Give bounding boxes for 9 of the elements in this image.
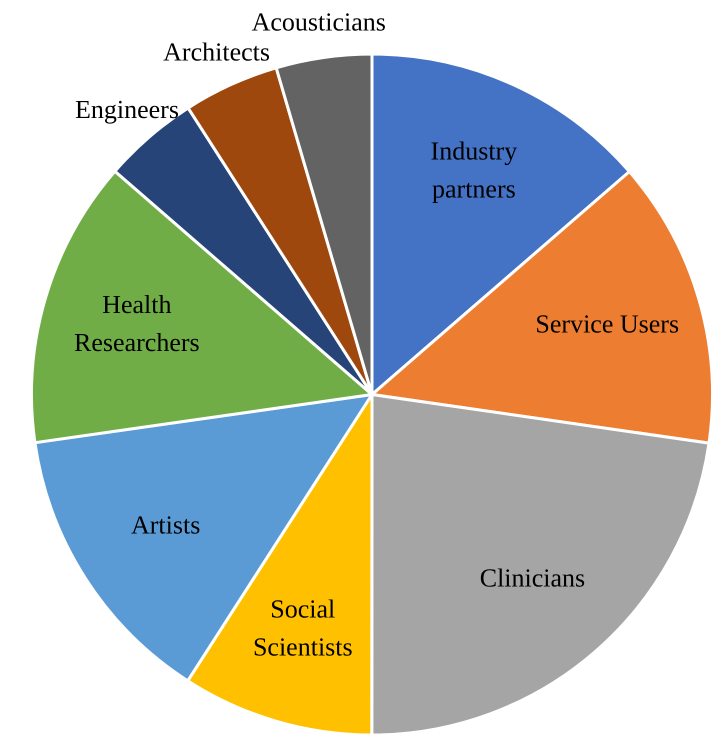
- slice-label: Social Scientists: [252, 594, 353, 662]
- slice-label: Health Researchers: [74, 290, 200, 358]
- slice-label: Engineers: [74, 95, 179, 124]
- slice-label: Clinicians: [480, 564, 586, 593]
- slice-label: Industry partners: [430, 136, 518, 204]
- slice-label: Artists: [130, 510, 200, 540]
- slice-label: Service Users: [535, 309, 680, 338]
- slice-label: Architects: [163, 38, 270, 67]
- slice-label: Acousticians: [252, 8, 386, 37]
